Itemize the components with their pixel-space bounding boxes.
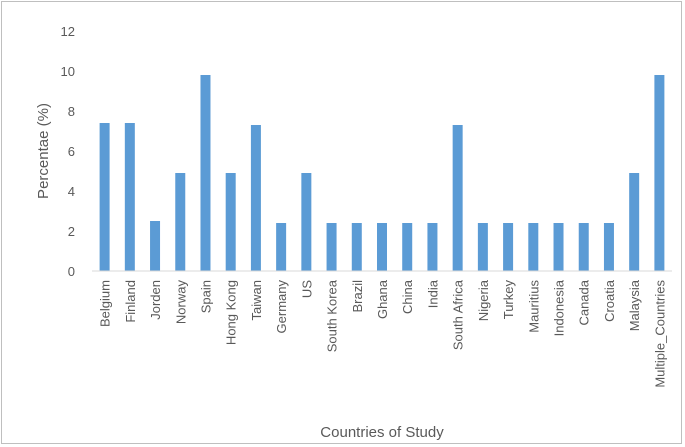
- x-tick-label: Multiple_Countries: [652, 280, 667, 388]
- bar: [225, 173, 236, 271]
- y-tick-label: 12: [61, 24, 75, 39]
- bar: [402, 223, 413, 271]
- bar: [553, 223, 564, 271]
- bar: [150, 221, 161, 271]
- x-tick-label: Germany: [274, 280, 289, 334]
- x-tick-label: Canada: [577, 279, 592, 325]
- bar: [603, 223, 614, 271]
- y-axis-ticks: 0 2 4 6 8 10 12: [61, 24, 75, 279]
- x-tick-label: Belgium: [98, 280, 113, 327]
- bar: [326, 223, 337, 271]
- bar: [654, 75, 665, 271]
- x-tick-label: Finland: [123, 280, 138, 323]
- x-tick-label: South Africa: [451, 279, 466, 350]
- y-axis-title: Percentae (%): [35, 103, 52, 199]
- bar: [351, 223, 362, 271]
- bar: [629, 173, 640, 271]
- x-tick-label: Indonesia: [552, 279, 567, 336]
- x-tick-label: Mauritius: [526, 280, 541, 333]
- x-tick-label: South Korea: [325, 279, 340, 352]
- x-tick-label: Jorden: [148, 280, 163, 320]
- y-tick-label: 10: [61, 64, 75, 79]
- y-tick-label: 0: [68, 264, 75, 279]
- bar: [452, 125, 463, 271]
- x-tick-label: Nigeria: [476, 279, 491, 321]
- bar: [250, 125, 261, 271]
- bars: [99, 75, 665, 271]
- y-tick-label: 8: [68, 104, 75, 119]
- bar: [124, 123, 135, 271]
- x-axis-ticks: Belgium Finland Jorden Norway Spain Hong Kong…: [98, 279, 668, 387]
- y-tick-label: 4: [68, 184, 75, 199]
- y-tick-label: 6: [68, 144, 75, 159]
- x-tick-label: Spain: [198, 280, 213, 313]
- bar: [200, 75, 211, 271]
- x-tick-label: Turkey: [501, 280, 516, 320]
- bar: [427, 223, 438, 271]
- bar: [578, 223, 589, 271]
- bar: [175, 173, 186, 271]
- bar: [301, 173, 312, 271]
- x-tick-label: India: [425, 279, 440, 308]
- bar: [503, 223, 514, 271]
- x-tick-label: Brazil: [350, 280, 365, 313]
- x-tick-label: US: [299, 280, 314, 298]
- x-tick-label: Taiwan: [249, 280, 264, 320]
- bar: [528, 223, 539, 271]
- x-tick-label: Croatia: [602, 279, 617, 322]
- x-tick-label: Ghana: [375, 279, 390, 319]
- bar: [99, 123, 110, 271]
- x-axis-title: Countries of Study: [320, 424, 444, 441]
- bar: [276, 223, 287, 271]
- x-tick-label: China: [400, 279, 415, 314]
- bar: [477, 223, 488, 271]
- x-tick-label: Malaysia: [627, 279, 642, 331]
- y-tick-label: 2: [68, 224, 75, 239]
- bar: [377, 223, 387, 271]
- x-tick-label: Hong Kong: [224, 280, 239, 345]
- x-tick-label: Norway: [173, 280, 188, 325]
